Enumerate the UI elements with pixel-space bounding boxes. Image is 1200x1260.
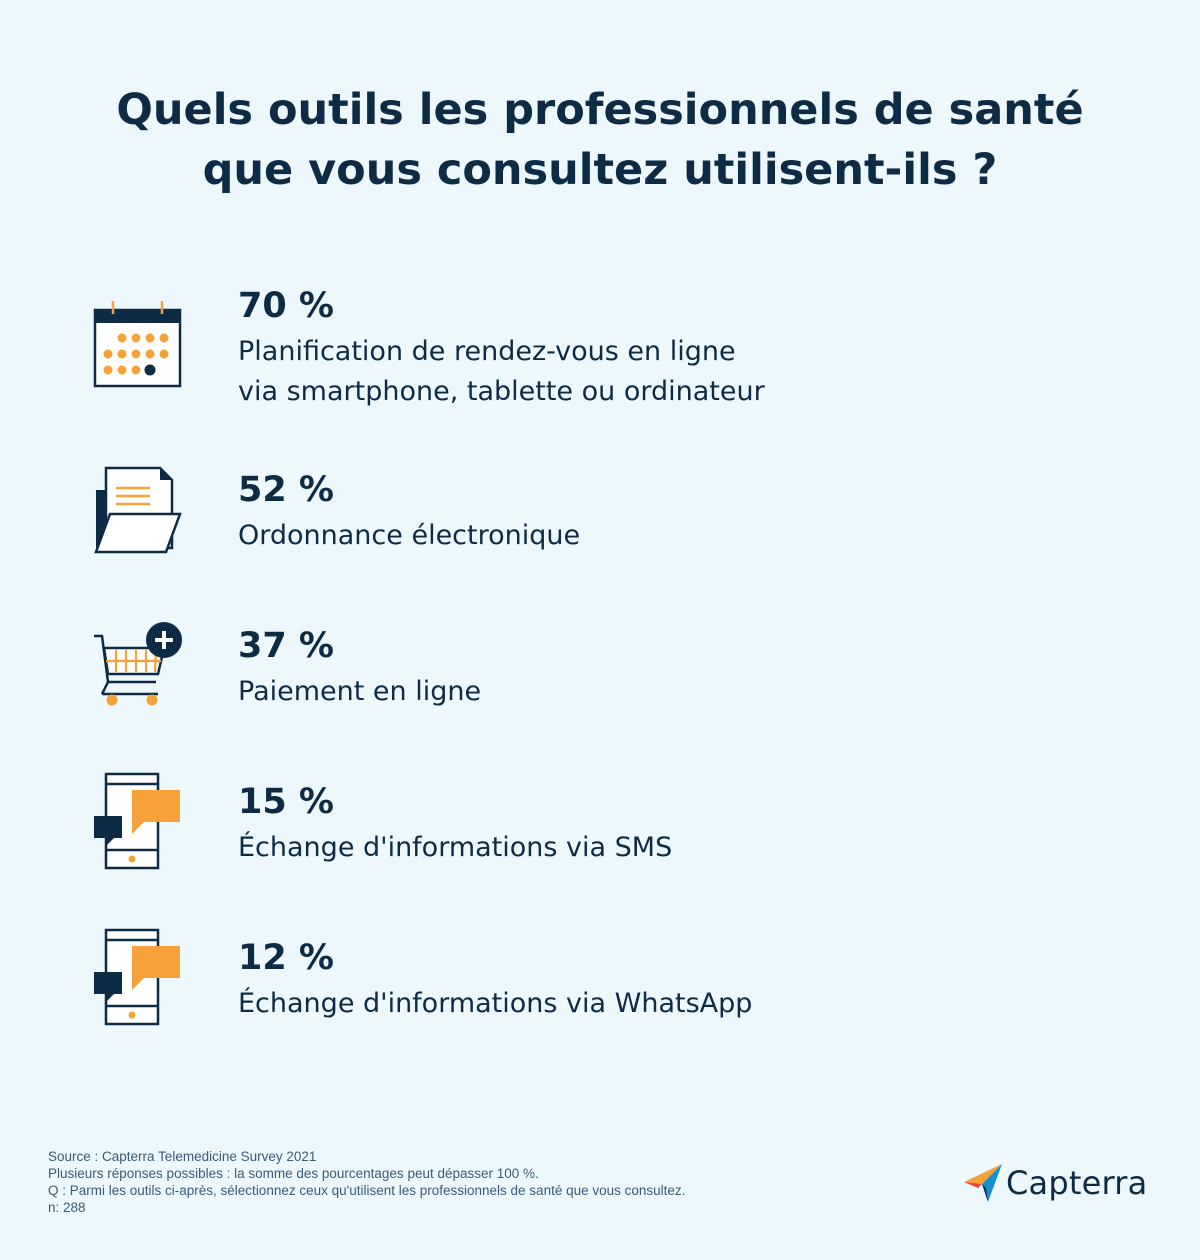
item-label: Paiement en ligne — [238, 672, 938, 712]
title-line-2: que vous consultez utilisent-ils ? — [202, 145, 998, 195]
capterra-arrow-icon — [964, 1164, 1002, 1202]
item-label: Planification de rendez-vous en ligne vi… — [238, 332, 938, 412]
calendar-icon — [92, 300, 184, 400]
footer-source: Source : Capterra Telemedicine Survey 20… — [48, 1149, 317, 1164]
item-label-line: Paiement en ligne — [238, 676, 482, 707]
phone-chat-icon — [92, 928, 184, 1028]
shopping-cart-plus-icon — [92, 620, 184, 720]
item-label-line: via smartphone, tablette ou ordinateur — [238, 376, 765, 407]
document-folder-icon — [92, 462, 184, 562]
title-line-1: Quels outils les professionnels de santé — [116, 85, 1084, 135]
phone-chat-icon — [92, 772, 184, 872]
item-label-line: Échange d'informations via SMS — [238, 832, 673, 863]
percent-value: 52 % — [238, 470, 334, 510]
item-label-line: Ordonnance électronique — [238, 520, 581, 551]
capterra-logo: Capterra — [964, 1160, 1154, 1206]
item-label-line: Planification de rendez-vous en ligne — [238, 336, 736, 367]
footer-question: Q : Parmi les outils ci-après, sélection… — [48, 1183, 686, 1198]
footer-sample: n: 288 — [48, 1200, 86, 1215]
item-label: Échange d'informations via SMS — [238, 828, 938, 868]
percent-value: 15 % — [238, 782, 334, 822]
footer-notes: Source : Capterra Telemedicine Survey 20… — [48, 1148, 685, 1216]
percent-value: 12 % — [238, 938, 334, 978]
percent-value: 37 % — [238, 626, 334, 666]
footer-note: Plusieurs réponses possibles : la somme … — [48, 1166, 539, 1181]
percent-value: 70 % — [238, 286, 334, 326]
item-label: Ordonnance électronique — [238, 516, 938, 556]
item-label-line: Échange d'informations via WhatsApp — [238, 988, 753, 1019]
page-title: Quels outils les professionnels de santé… — [0, 80, 1200, 200]
logo-text: Capterra — [1006, 1164, 1148, 1202]
item-label: Échange d'informations via WhatsApp — [238, 984, 938, 1024]
